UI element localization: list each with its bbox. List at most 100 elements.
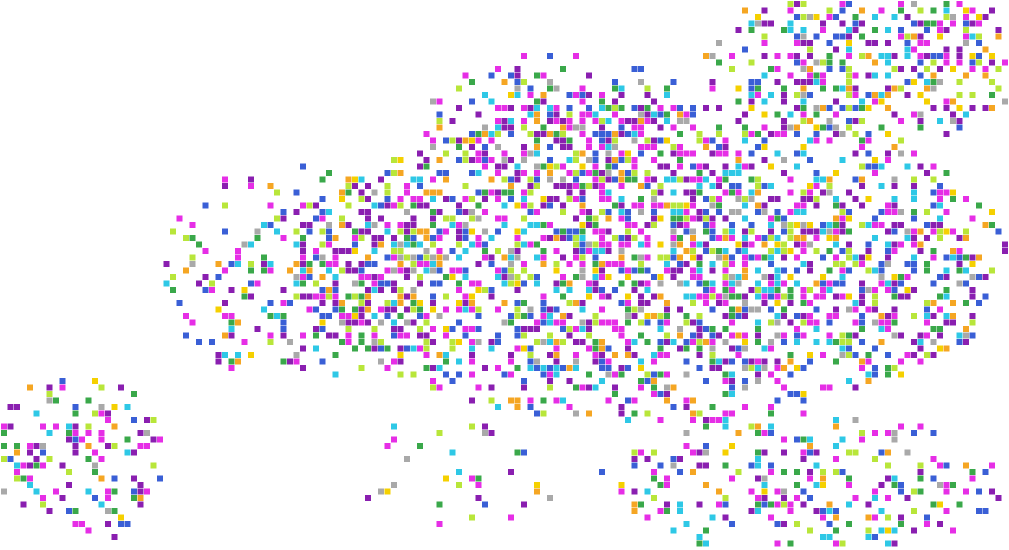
dot (709, 306, 716, 313)
dot (566, 170, 573, 176)
dot (566, 105, 573, 111)
dot (384, 170, 391, 176)
dot (664, 332, 670, 339)
dot (716, 105, 722, 111)
dot (345, 202, 352, 209)
dot (638, 254, 644, 261)
dot (982, 293, 989, 300)
dot (794, 495, 800, 501)
dot (846, 248, 852, 254)
dot (495, 163, 501, 170)
dot (917, 53, 924, 59)
dot (956, 92, 963, 98)
dot (46, 391, 53, 397)
dot (371, 222, 378, 228)
dot (729, 358, 735, 365)
dot (872, 319, 878, 326)
dot (488, 137, 495, 144)
dot (924, 521, 930, 527)
dot (755, 475, 761, 482)
dot (293, 189, 300, 196)
dot (651, 118, 657, 124)
dot (202, 248, 209, 254)
dot (696, 345, 703, 352)
dot (677, 209, 683, 215)
dot (657, 371, 664, 378)
dot (527, 189, 534, 196)
dot (98, 436, 105, 443)
dot (677, 131, 683, 137)
dot (709, 332, 716, 339)
dot (482, 254, 488, 261)
dot (248, 183, 254, 189)
dot (150, 462, 157, 469)
dot (566, 235, 573, 241)
dot (586, 319, 592, 326)
dot (696, 410, 703, 417)
dot (839, 105, 846, 111)
dot (586, 92, 592, 98)
dot (800, 293, 807, 300)
dot (579, 189, 586, 196)
dot (378, 280, 384, 287)
dot (651, 137, 657, 144)
dot (709, 417, 716, 423)
dot (397, 254, 404, 261)
dot (573, 215, 579, 222)
dot (735, 248, 742, 254)
dot (878, 163, 885, 170)
dot (631, 313, 638, 319)
dot (859, 163, 865, 170)
dot (209, 339, 215, 345)
dot (326, 235, 332, 241)
dot (475, 157, 482, 163)
dot (943, 189, 950, 196)
dot (449, 449, 456, 456)
dot (651, 313, 657, 319)
dot (703, 280, 709, 287)
dot (586, 105, 592, 111)
dot (241, 241, 248, 248)
dot (332, 261, 339, 267)
dot (735, 157, 742, 163)
dot (618, 488, 625, 495)
dot (560, 280, 566, 287)
dot (638, 79, 644, 85)
dot (677, 215, 683, 222)
dot (787, 508, 794, 514)
dot (937, 20, 943, 27)
dot (885, 228, 891, 235)
dot (618, 280, 625, 287)
dot (189, 254, 196, 261)
dot (391, 306, 397, 313)
dot (943, 59, 950, 66)
dot (547, 378, 553, 384)
dot (397, 170, 404, 176)
dot (742, 365, 748, 371)
dot (716, 144, 722, 150)
dot (534, 170, 540, 176)
dot (657, 326, 664, 332)
dot (787, 540, 794, 547)
dot (527, 150, 534, 157)
dot (969, 475, 976, 482)
dot (456, 228, 462, 235)
dot (800, 365, 807, 371)
dot (306, 228, 313, 235)
dot (696, 332, 703, 339)
dot (722, 514, 729, 521)
dot (703, 293, 709, 300)
dot (664, 118, 670, 124)
dot (995, 27, 1002, 33)
dot (664, 371, 670, 378)
dot (482, 248, 488, 254)
dot (664, 254, 670, 261)
dot (774, 293, 781, 300)
dot (371, 326, 378, 332)
dot (794, 222, 800, 228)
dot (722, 495, 729, 501)
dot (709, 53, 716, 59)
dot (709, 196, 716, 202)
dot (261, 267, 267, 274)
dot (573, 150, 579, 157)
